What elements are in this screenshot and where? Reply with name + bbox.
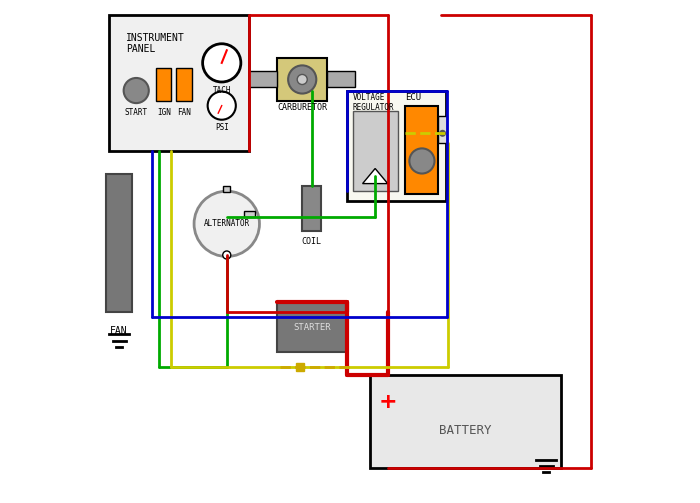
Text: ECU: ECU — [405, 93, 421, 102]
Bar — [108, 15, 249, 151]
Circle shape — [223, 251, 231, 259]
Text: FAN: FAN — [111, 326, 128, 336]
Text: BATTERY: BATTERY — [440, 424, 492, 437]
Text: INSTRUMENT
PANEL: INSTRUMENT PANEL — [126, 33, 185, 54]
Bar — [249, 71, 277, 87]
Text: START: START — [125, 108, 148, 117]
Text: FAN: FAN — [177, 108, 191, 117]
Bar — [277, 58, 328, 101]
Bar — [176, 68, 192, 101]
Text: ALTERNATOR: ALTERNATOR — [204, 219, 250, 228]
Text: TACH: TACH — [213, 86, 231, 95]
Text: STARTER: STARTER — [293, 323, 331, 332]
Circle shape — [124, 78, 149, 103]
Text: VOLTAGE
REGULATOR: VOLTAGE REGULATOR — [353, 93, 394, 113]
Bar — [223, 186, 230, 192]
Bar — [106, 174, 132, 312]
Circle shape — [439, 130, 446, 137]
Bar — [438, 116, 447, 143]
Circle shape — [208, 92, 236, 120]
Text: CARBURETOR: CARBURETOR — [277, 103, 327, 112]
Circle shape — [298, 74, 307, 85]
Text: PSI: PSI — [215, 123, 229, 132]
Polygon shape — [363, 169, 388, 184]
Bar — [328, 71, 355, 87]
Text: COIL: COIL — [302, 237, 322, 246]
Bar — [277, 302, 347, 352]
Bar — [353, 111, 398, 191]
Circle shape — [288, 65, 316, 94]
Text: IGN: IGN — [157, 108, 171, 117]
Bar — [244, 211, 256, 217]
Bar — [347, 91, 446, 201]
Bar — [156, 68, 172, 101]
Circle shape — [410, 148, 435, 174]
Circle shape — [202, 44, 241, 82]
Bar — [302, 186, 321, 231]
Text: +: + — [379, 392, 397, 412]
Bar — [405, 106, 438, 194]
Circle shape — [194, 191, 260, 257]
Bar — [370, 375, 561, 468]
